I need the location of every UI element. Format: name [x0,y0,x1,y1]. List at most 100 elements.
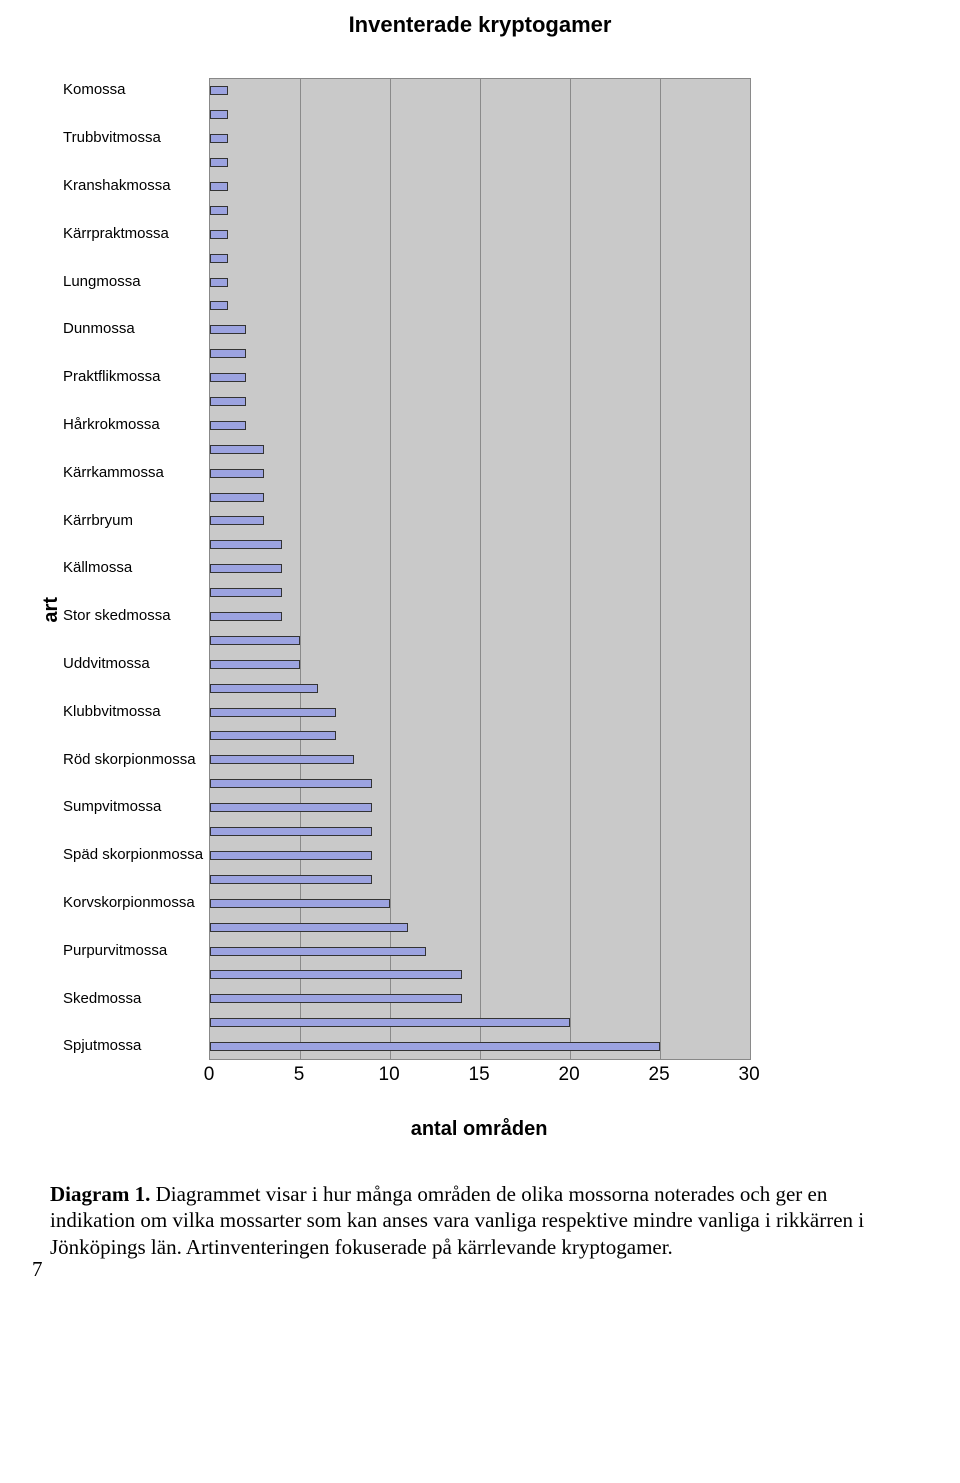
bar [210,182,228,191]
bar [210,349,246,358]
chart: art KomossaTrubbvitmossaKranshakmossaKär… [40,78,920,1141]
bar [210,899,390,908]
plot-column: 051015202530 antal områden [209,78,751,1141]
bar-row [210,891,750,915]
bar-row [210,270,750,294]
bar [210,1018,570,1027]
bar [210,493,264,502]
bar-row [210,1011,750,1035]
bar-row [210,127,750,151]
bar-row [210,151,750,175]
bar [210,803,372,812]
bar-row [210,509,750,533]
y-axis-category-label: Kärrkammossa [63,460,203,508]
bar [210,875,372,884]
bar-row [210,175,750,199]
bar-row [210,557,750,581]
bar [210,660,300,669]
y-axis-category-label: Röd skorpionmossa [63,747,203,795]
bar-row [210,222,750,246]
bar [210,970,462,979]
y-axis-category-label: Kranshakmossa [63,174,203,222]
bar [210,301,228,310]
bar-row [210,700,750,724]
bar [210,158,228,167]
y-axis-category-label: Hårkrokmossa [63,413,203,461]
bar [210,421,246,430]
bar-row [210,1035,750,1059]
bar-row [210,963,750,987]
bar-row [210,294,750,318]
bar [210,827,372,836]
bar-row [210,103,750,127]
chart-title: Inventerade kryptogamer [0,12,960,38]
x-axis-tick: 0 [204,1064,215,1086]
bar [210,206,228,215]
bar [210,851,372,860]
figure-caption: Diagram 1. Diagrammet visar i hur många … [50,1181,910,1260]
bar [210,516,264,525]
bar [210,588,282,597]
bar [210,923,408,932]
bar-row [210,342,750,366]
bar [210,994,462,1003]
bar [210,445,264,454]
y-axis-category-label: Stor skedmossa [63,604,203,652]
bar-row [210,437,750,461]
bar [210,110,228,119]
y-axis-label-wrap: art [40,78,63,1141]
x-axis-tick: 30 [739,1064,760,1086]
bar [210,397,246,406]
bar [210,947,426,956]
page: Inventerade kryptogamer art KomossaTrubb… [0,12,960,1300]
bar-row [210,533,750,557]
bar [210,230,228,239]
bar [210,278,228,287]
bar-row [210,820,750,844]
bar-row [210,366,750,390]
bar [210,564,282,573]
bar-row [210,915,750,939]
y-axis-category-label: Korvskorpionmossa [63,891,203,939]
x-axis-tick: 15 [469,1064,490,1086]
bar [210,731,336,740]
y-axis-categories: KomossaTrubbvitmossaKranshakmossaKärrpra… [63,78,209,1058]
caption-lead: Diagram 1. [50,1182,150,1206]
bar-row [210,413,750,437]
x-axis-tick: 5 [294,1064,305,1086]
bar-row [210,867,750,891]
y-axis-label: art [40,597,63,623]
bar-row [210,485,750,509]
x-axis-label: antal områden [209,1118,749,1141]
y-axis-category-label: Uddvitmossa [63,652,203,700]
bar-row [210,581,750,605]
bar [210,708,336,717]
y-axis-category-label: Purpurvitmossa [63,938,203,986]
y-axis-category-label: Kärrpraktmossa [63,221,203,269]
bar-row [210,796,750,820]
bar [210,254,228,263]
bar [210,469,264,478]
bar [210,86,228,95]
x-axis-tick: 25 [649,1064,670,1086]
bar-row [210,318,750,342]
bar-row [210,79,750,103]
y-axis-category-label: Skedmossa [63,986,203,1034]
y-axis-category-label: Späd skorpionmossa [63,843,203,891]
bar-row [210,628,750,652]
bar [210,1042,660,1051]
plot-area [209,78,751,1060]
bar [210,684,318,693]
bar [210,373,246,382]
y-axis-category-label: Klubbvitmossa [63,699,203,747]
y-axis-category-label: Komossa [63,78,203,126]
bar-row [210,939,750,963]
caption-text: Diagrammet visar i hur många områden de … [50,1182,864,1259]
y-axis-category-label: Kärrbryum [63,508,203,556]
x-axis-tick: 20 [559,1064,580,1086]
bar-row [210,198,750,222]
bar [210,755,354,764]
bar-row [210,246,750,270]
bar-row [210,748,750,772]
bar-row [210,652,750,676]
